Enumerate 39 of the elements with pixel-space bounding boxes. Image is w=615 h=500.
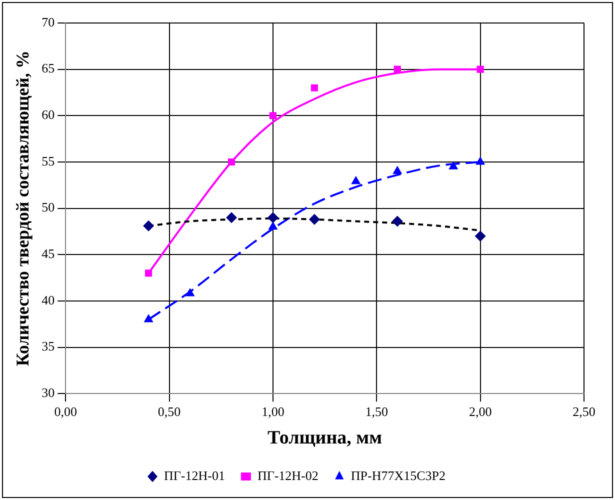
y-tick-label: 45	[42, 246, 55, 262]
legend-label: ПГ-12Н-01	[164, 468, 225, 483]
point	[394, 66, 401, 73]
y-tick-label: 65	[42, 60, 55, 76]
x-tick-label: 2,50	[572, 404, 596, 419]
point	[392, 216, 403, 227]
point	[351, 176, 361, 184]
x-axis-title: Толщина, мм	[268, 428, 382, 449]
point	[310, 84, 318, 92]
y-tick-label: 60	[42, 107, 55, 122]
y-tick-label: 40	[42, 292, 55, 308]
point	[476, 156, 486, 165]
point	[448, 161, 458, 170]
point	[185, 288, 195, 296]
x-tick-label: 2,00	[468, 404, 492, 419]
point	[267, 212, 278, 224]
x-tick-label: 0,50	[158, 404, 181, 419]
x-tick-label: 1,50	[365, 404, 388, 419]
point	[143, 220, 154, 232]
point	[268, 221, 278, 230]
y-tick-label: 30	[42, 385, 55, 400]
x-tick-label: 0,00	[54, 404, 77, 419]
legend-label: ПР-Н77Х15С3Р2	[350, 468, 446, 483]
x-tick-label: 1,00	[262, 404, 284, 419]
point	[228, 158, 236, 166]
y-tick-label: 70	[42, 14, 55, 30]
point	[145, 270, 152, 277]
legend-label: ПГ-12Н-02	[257, 468, 318, 483]
point	[474, 230, 486, 242]
y-tick-label: 50	[42, 200, 55, 215]
point	[476, 66, 484, 73]
y-tick-label: 35	[42, 338, 55, 354]
point	[226, 212, 237, 224]
y-tick-label: 55	[42, 153, 55, 168]
point	[392, 166, 402, 174]
point	[269, 112, 276, 120]
point	[308, 214, 320, 225]
y-axis-title: Количество твердой составляющей, %	[12, 50, 32, 366]
point	[144, 314, 154, 322]
